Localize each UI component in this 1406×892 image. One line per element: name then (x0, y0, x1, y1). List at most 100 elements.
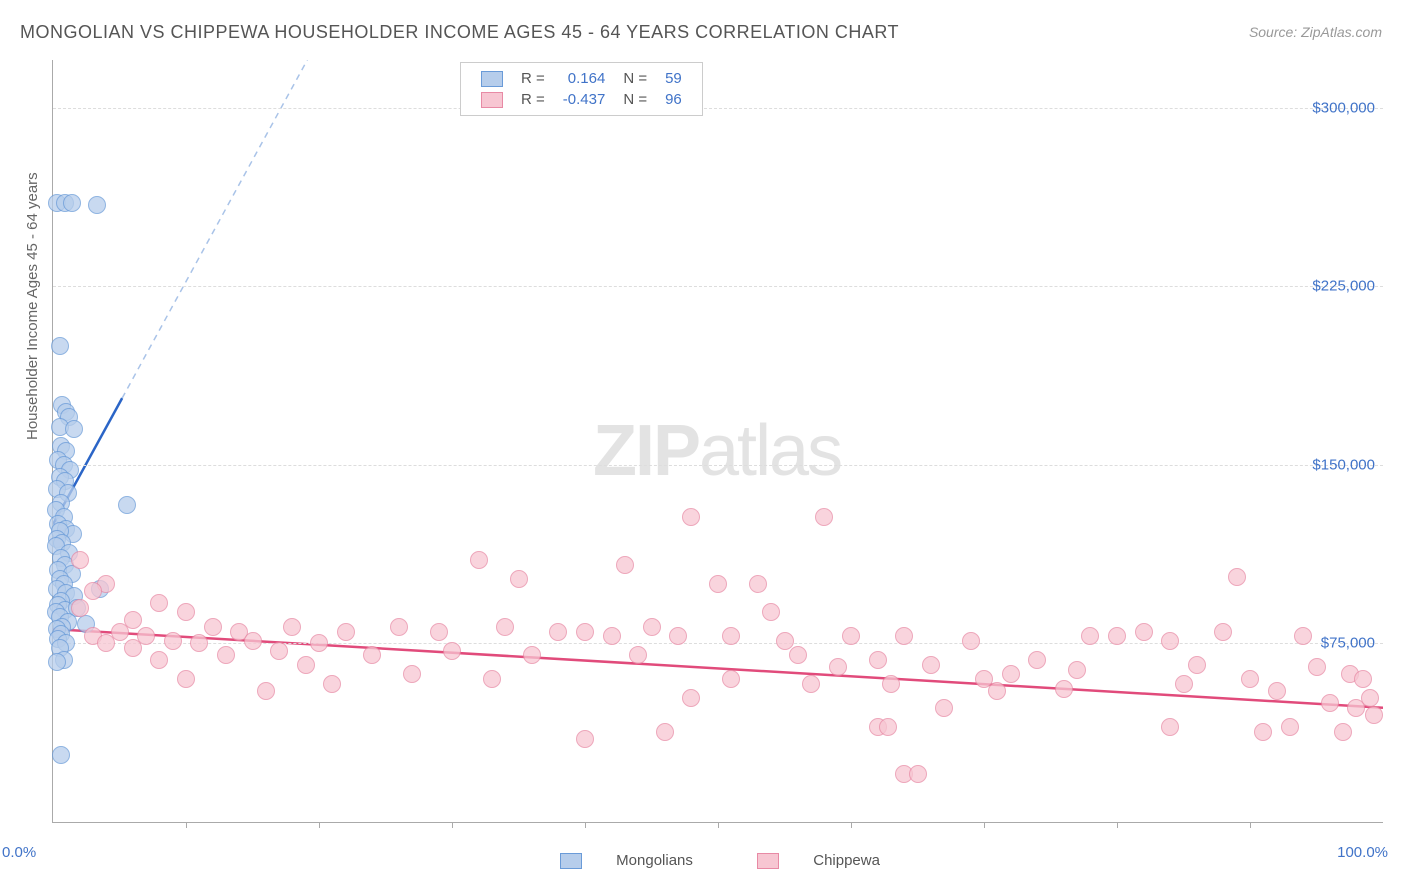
scatter-point (749, 575, 767, 593)
trend-lines-svg (53, 60, 1383, 822)
scatter-point (722, 670, 740, 688)
y-tick-label: $225,000 (1312, 278, 1375, 295)
scatter-point (88, 196, 106, 214)
scatter-point (177, 670, 195, 688)
scatter-point (1214, 623, 1232, 641)
scatter-point (629, 646, 647, 664)
scatter-point (842, 627, 860, 645)
scatter-point (1108, 627, 1126, 645)
legend-bottom: Mongolians Chippewa (560, 852, 940, 869)
scatter-point (895, 627, 913, 645)
legend-bottom-swatch-chippewa (757, 853, 779, 869)
scatter-point (1254, 723, 1272, 741)
scatter-point (879, 718, 897, 736)
legend-bottom-mongolians: Mongolians (560, 852, 727, 869)
scatter-point (190, 634, 208, 652)
scatter-point (1281, 718, 1299, 736)
gridline (53, 465, 1383, 466)
scatter-point (962, 632, 980, 650)
scatter-point (1334, 723, 1352, 741)
scatter-point (430, 623, 448, 641)
scatter-point (1308, 658, 1326, 676)
scatter-point (164, 632, 182, 650)
scatter-point (217, 646, 235, 664)
scatter-point (150, 594, 168, 612)
scatter-point (118, 496, 136, 514)
scatter-point (549, 623, 567, 641)
scatter-point (682, 508, 700, 526)
scatter-point (669, 627, 687, 645)
scatter-point (1161, 632, 1179, 650)
scatter-point (84, 582, 102, 600)
scatter-point (337, 623, 355, 641)
scatter-point (789, 646, 807, 664)
scatter-point (63, 194, 81, 212)
scatter-point (869, 651, 887, 669)
x-tick (186, 822, 187, 828)
scatter-point (802, 675, 820, 693)
x-tick (718, 822, 719, 828)
scatter-point (1321, 694, 1339, 712)
scatter-point (1028, 651, 1046, 669)
chart-title: MONGOLIAN VS CHIPPEWA HOUSEHOLDER INCOME… (20, 22, 899, 43)
scatter-point (815, 508, 833, 526)
source-attribution: Source: ZipAtlas.com (1249, 24, 1382, 40)
scatter-point (204, 618, 222, 636)
y-tick-label: $150,000 (1312, 456, 1375, 473)
legend-bottom-label-mongolians: Mongolians (616, 852, 693, 869)
scatter-point (1354, 670, 1372, 688)
x-tick (1117, 822, 1118, 828)
scatter-point (48, 653, 66, 671)
scatter-point (643, 618, 661, 636)
scatter-point (297, 656, 315, 674)
legend-top-table: R = 0.164 N = 59 R = -0.437 N = 96 (471, 67, 692, 111)
scatter-point (1002, 665, 1020, 683)
scatter-point (576, 623, 594, 641)
scatter-point (523, 646, 541, 664)
scatter-point (909, 765, 927, 783)
scatter-point (1361, 689, 1379, 707)
x-tick-label-right: 100.0% (1337, 844, 1388, 861)
scatter-point (762, 603, 780, 621)
scatter-point (776, 632, 794, 650)
scatter-point (97, 634, 115, 652)
scatter-point (310, 634, 328, 652)
scatter-point (470, 551, 488, 569)
scatter-point (257, 682, 275, 700)
scatter-point (603, 627, 621, 645)
legend-bottom-chippewa: Chippewa (757, 852, 910, 869)
scatter-point (1268, 682, 1286, 700)
legend-swatch-chippewa (481, 92, 503, 108)
scatter-point (1081, 627, 1099, 645)
gridline (53, 108, 1383, 109)
scatter-point (935, 699, 953, 717)
scatter-point (52, 746, 70, 764)
legend-correlation-box: R = 0.164 N = 59 R = -0.437 N = 96 (460, 62, 703, 116)
scatter-point (403, 665, 421, 683)
scatter-point (363, 646, 381, 664)
scatter-point (709, 575, 727, 593)
scatter-point (244, 632, 262, 650)
scatter-point (576, 730, 594, 748)
x-tick (452, 822, 453, 828)
scatter-point (483, 670, 501, 688)
scatter-point (829, 658, 847, 676)
scatter-point (65, 420, 83, 438)
scatter-point (1294, 627, 1312, 645)
scatter-point (496, 618, 514, 636)
scatter-point (71, 599, 89, 617)
y-tick-label: $300,000 (1312, 99, 1375, 116)
scatter-point (1055, 680, 1073, 698)
scatter-point (323, 675, 341, 693)
scatter-point (124, 639, 142, 657)
x-tick (585, 822, 586, 828)
scatter-point (882, 675, 900, 693)
scatter-point (270, 642, 288, 660)
scatter-point (1188, 656, 1206, 674)
gridline (53, 286, 1383, 287)
x-tick (984, 822, 985, 828)
scatter-point (922, 656, 940, 674)
scatter-point (1135, 623, 1153, 641)
legend-row-mongolians: R = 0.164 N = 59 (473, 69, 690, 88)
y-tick-label: $75,000 (1321, 635, 1375, 652)
